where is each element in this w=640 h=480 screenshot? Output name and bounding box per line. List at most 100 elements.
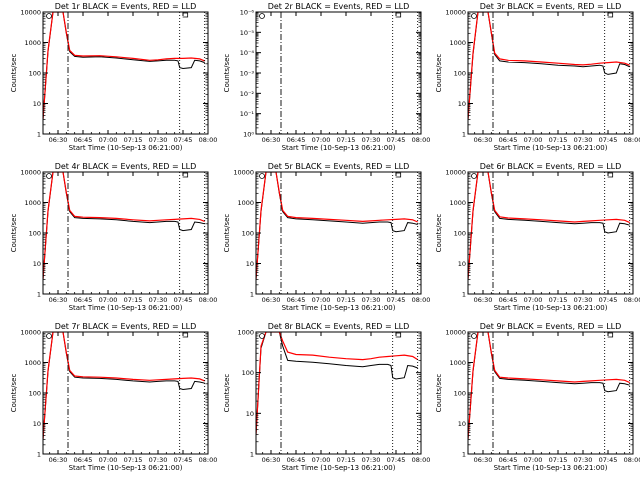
- panel-7: Det 7r BLACK = Events, RED = LLD 06:30 06:…: [10, 322, 217, 472]
- bracket-marker-symbol: [607, 12, 614, 18]
- x-tick-label: 07:45: [599, 456, 618, 464]
- x-tick-label: 08:00: [199, 136, 218, 144]
- start-marker-symbol: [471, 173, 477, 179]
- panel-6: Det 6r BLACK = Events, RED = LLD 06:30 06:…: [435, 162, 640, 312]
- bracket-marker-symbol: [182, 172, 189, 178]
- y-tick-label: 1000: [449, 359, 466, 367]
- panel-data: [468, 12, 630, 120]
- series-lld-line: [468, 332, 630, 440]
- panel-9: Det 9r BLACK = Events, RED = LLD 06:30 06:…: [435, 322, 640, 472]
- y-tick-label: 1000: [237, 329, 254, 337]
- bracket-marker-symbol: [395, 12, 402, 18]
- y-tick-label: 10000: [233, 169, 254, 177]
- panel-5: Det 5r BLACK = Events, RED = LLD 06:30 06:…: [223, 162, 430, 312]
- x-tick-label: 07:45: [387, 136, 406, 144]
- x-axis-label: Start Time (10-Sep-13 06:21:00): [494, 304, 608, 312]
- series-lld-line: [256, 172, 418, 280]
- x-tick-label: 08:00: [412, 296, 431, 304]
- y-tick-label: 1: [37, 291, 41, 299]
- x-tick-label: 07:30: [574, 296, 593, 304]
- panel-data: [43, 172, 205, 280]
- x-tick-label: 07:45: [387, 296, 406, 304]
- series-events-line: [468, 332, 630, 440]
- panel-data: [256, 332, 419, 435]
- y-tick-label: 10⁻⁴: [240, 49, 255, 57]
- panel-data: [43, 12, 205, 120]
- y-tick-label: 1: [462, 291, 466, 299]
- x-tick-label: 07:00: [99, 456, 118, 464]
- panel-title: Det 9r BLACK = Events, RED = LLD: [480, 322, 622, 331]
- start-marker-symbol: [259, 333, 265, 339]
- series-events-line: [256, 332, 418, 435]
- y-tick-label: 1: [37, 451, 41, 459]
- y-tick-label: 10⁻⁵: [240, 29, 255, 37]
- bracket-marker-symbol: [395, 172, 402, 178]
- x-axis-label: Start Time (10-Sep-13 06:21:00): [69, 144, 183, 152]
- x-tick-label: 07:30: [362, 136, 381, 144]
- x-tick-label: 06:30: [49, 296, 68, 304]
- series-lld-line: [43, 172, 205, 280]
- y-tick-label: 10: [33, 100, 41, 108]
- x-tick-label: 07:30: [574, 456, 593, 464]
- y-tick-label: 10: [458, 260, 466, 268]
- y-tick-label: 100: [454, 230, 466, 238]
- x-tick-label: 06:45: [74, 296, 93, 304]
- y-tick-label: 10⁻²: [240, 90, 255, 98]
- start-marker-symbol: [46, 13, 52, 19]
- x-tick-label: 08:00: [412, 136, 431, 144]
- y-tick-label: 10⁻⁶: [240, 9, 255, 17]
- x-tick-label: 06:45: [74, 456, 93, 464]
- panel-data: [468, 332, 630, 440]
- x-tick-label: 07:00: [524, 136, 543, 144]
- series-events-line: [468, 172, 630, 280]
- series-lld-line: [256, 332, 419, 435]
- y-axis-label: Counts/sec: [435, 54, 443, 93]
- panel-title: Det 2r BLACK = Events, RED = LLD: [268, 2, 410, 11]
- series-lld-line: [43, 332, 205, 440]
- x-tick-label: 07:30: [149, 296, 168, 304]
- x-tick-label: 07:15: [124, 296, 143, 304]
- bracket-marker-symbol: [607, 172, 614, 178]
- bracket-marker-symbol: [182, 12, 189, 18]
- panel-title: Det 4r BLACK = Events, RED = LLD: [55, 162, 197, 171]
- x-tick-label: 07:00: [524, 296, 543, 304]
- y-tick-label: 1000: [449, 199, 466, 207]
- x-tick-label: 07:00: [99, 296, 118, 304]
- x-tick-label: 07:30: [149, 456, 168, 464]
- y-tick-label: 10: [33, 260, 41, 268]
- series-lld-line: [43, 12, 205, 120]
- x-tick-label: 06:30: [474, 296, 493, 304]
- start-marker-symbol: [259, 173, 265, 179]
- y-tick-label: 1000: [449, 39, 466, 47]
- x-axis-label: Start Time (10-Sep-13 06:21:00): [282, 144, 396, 152]
- bracket-marker-symbol: [395, 332, 402, 338]
- y-tick-label: 10: [458, 100, 466, 108]
- y-tick-label: 10: [458, 420, 466, 428]
- x-axis-label: Start Time (10-Sep-13 06:21:00): [282, 464, 396, 472]
- panel-title: Det 1r BLACK = Events, RED = LLD: [55, 2, 197, 11]
- y-tick-label: 10: [246, 260, 254, 268]
- y-tick-label: 10000: [20, 169, 41, 177]
- x-tick-label: 07:15: [124, 136, 143, 144]
- y-tick-label: 1000: [24, 359, 41, 367]
- x-tick-label: 07:00: [312, 296, 331, 304]
- y-axis-label: Counts/sec: [223, 54, 231, 93]
- x-tick-label: 07:00: [312, 456, 331, 464]
- x-axis-label: Start Time (10-Sep-13 06:21:00): [69, 304, 183, 312]
- panel-title: Det 3r BLACK = Events, RED = LLD: [480, 2, 622, 11]
- y-tick-label: 1000: [24, 199, 41, 207]
- x-tick-label: 06:30: [474, 136, 493, 144]
- x-axis-label: Start Time (10-Sep-13 06:21:00): [494, 464, 608, 472]
- x-tick-label: 08:00: [624, 136, 640, 144]
- panel-4: Det 4r BLACK = Events, RED = LLD 06:30 06:…: [10, 162, 217, 312]
- x-tick-label: 06:45: [499, 136, 518, 144]
- y-axis-label: Counts/sec: [10, 374, 18, 413]
- x-tick-label: 07:30: [149, 136, 168, 144]
- y-tick-label: 100: [454, 70, 466, 78]
- x-tick-label: 06:30: [262, 456, 281, 464]
- panel-8: Det 8r BLACK = Events, RED = LLD 06:30 06:…: [223, 322, 430, 472]
- y-tick-label: 10⁻¹: [240, 110, 255, 118]
- x-tick-label: 08:00: [624, 456, 640, 464]
- panel-3: Det 3r BLACK = Events, RED = LLD 06:30 06:…: [435, 2, 640, 152]
